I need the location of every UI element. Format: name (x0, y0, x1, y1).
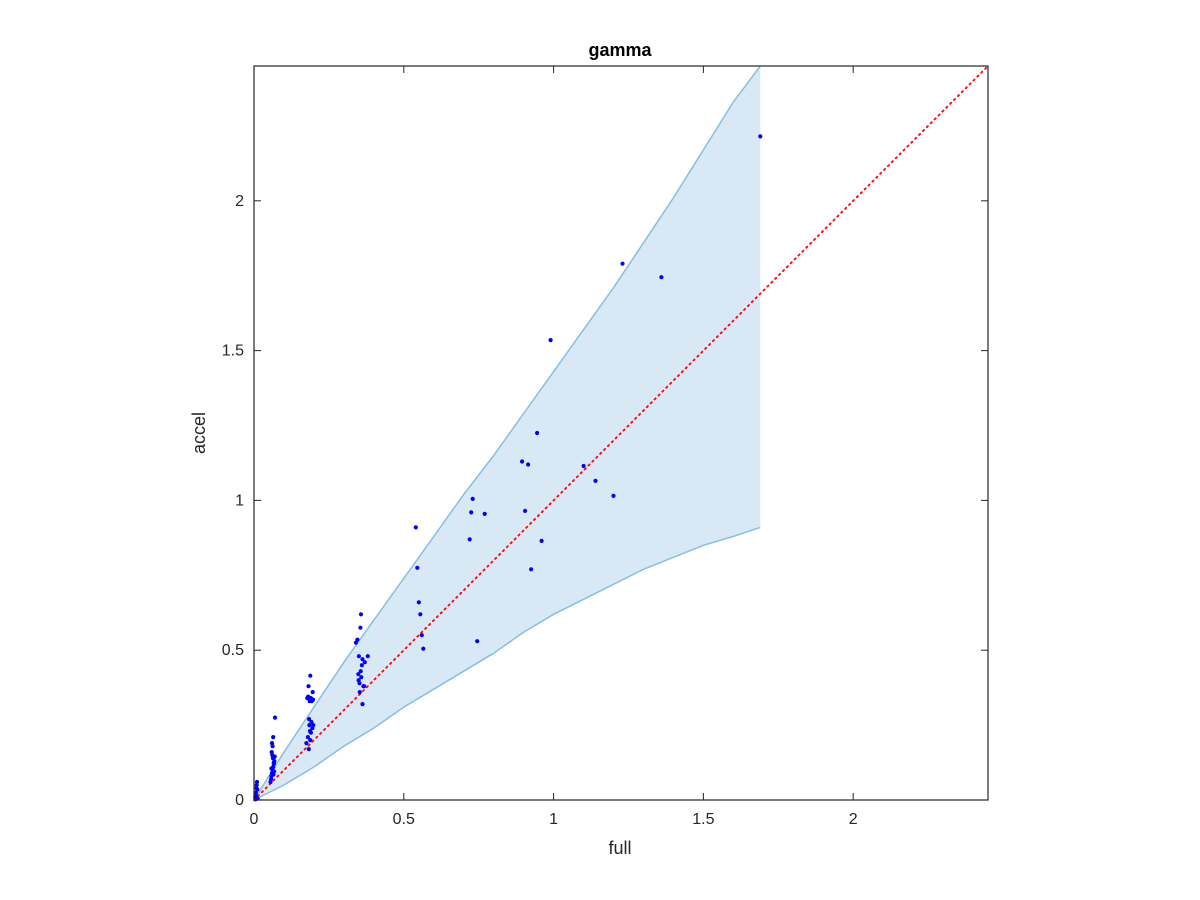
x-tick-label: 1 (549, 811, 558, 828)
data-point (307, 723, 312, 728)
data-point (272, 715, 278, 720)
data-point (271, 735, 276, 740)
data-point (418, 612, 423, 617)
data-point (356, 678, 361, 683)
axes (253, 65, 989, 801)
data-point (611, 493, 616, 498)
data-point (362, 660, 367, 665)
data-point (467, 537, 472, 542)
data-point (306, 694, 311, 699)
y-tick-label: 1 (235, 492, 244, 509)
data-point (269, 750, 274, 755)
data-point (593, 478, 598, 483)
data-point (269, 741, 275, 746)
data-point (362, 684, 367, 689)
data-point (269, 766, 274, 771)
data-point (360, 702, 365, 707)
data-point (535, 430, 540, 436)
x-tick-label: 0 (250, 811, 259, 828)
data-point (415, 565, 420, 570)
data-point (356, 654, 361, 659)
data-point (360, 657, 365, 662)
x-axis-label: full (608, 838, 631, 858)
data-point (304, 741, 309, 746)
data-point (523, 508, 528, 513)
y-tick-label: 0 (235, 792, 244, 809)
data-point (548, 338, 553, 343)
data-point (470, 496, 475, 501)
data-point (359, 675, 364, 680)
data-point (306, 747, 311, 752)
data-point (269, 776, 274, 782)
data-point (421, 646, 426, 651)
data-point (311, 723, 316, 728)
data-point (413, 525, 418, 530)
data-point (659, 275, 664, 280)
data-point (254, 782, 259, 788)
data-point (469, 510, 474, 515)
y-tick-label: 1.5 (222, 343, 244, 360)
data-point (526, 462, 531, 467)
data-point (272, 754, 277, 759)
data-point (308, 673, 313, 678)
data-point (359, 663, 364, 668)
data-point (419, 633, 424, 638)
band-fill (254, 66, 761, 800)
chart-title: gamma (588, 40, 652, 60)
y-axis-label: accel (189, 412, 209, 454)
axes-box (253, 65, 989, 801)
data-point (482, 511, 487, 516)
data-point (356, 672, 361, 677)
data-point (355, 637, 360, 642)
data-point (255, 787, 260, 792)
reference-line (253, 65, 989, 801)
data-point (475, 639, 480, 644)
band-upper-edge (253, 65, 761, 801)
data-point (308, 730, 313, 735)
ticks: 0 0.5 1 1.5 2 0 0.5 1 1.5 2 (222, 66, 988, 828)
data-point (272, 769, 277, 774)
x-tick-label: 0.5 (393, 811, 415, 828)
reference-line-layer (253, 65, 989, 801)
x-tick-label: 2 (849, 811, 858, 828)
data-point (539, 538, 544, 544)
data-points (253, 134, 763, 802)
data-point (365, 654, 370, 659)
data-point (758, 134, 763, 139)
data-point (529, 567, 534, 572)
data-point (307, 717, 312, 722)
data-point (358, 669, 363, 674)
x-tick-label: 1.5 (692, 811, 714, 828)
data-point (416, 600, 421, 605)
band-lower-edge (253, 526, 761, 801)
data-point (306, 684, 311, 689)
confidence-band (253, 65, 761, 801)
data-point (305, 735, 310, 740)
y-tick-label: 2 (235, 193, 244, 210)
y-tick-label: 0.5 (222, 642, 244, 659)
data-point (254, 793, 259, 798)
data-point (310, 690, 315, 695)
data-point (358, 625, 363, 630)
data-point (581, 463, 586, 469)
data-point (620, 261, 625, 266)
data-point (520, 459, 525, 464)
data-point (310, 697, 316, 702)
data-point (357, 690, 362, 695)
data-point (308, 738, 313, 743)
data-point (271, 760, 276, 765)
data-point (358, 612, 364, 617)
